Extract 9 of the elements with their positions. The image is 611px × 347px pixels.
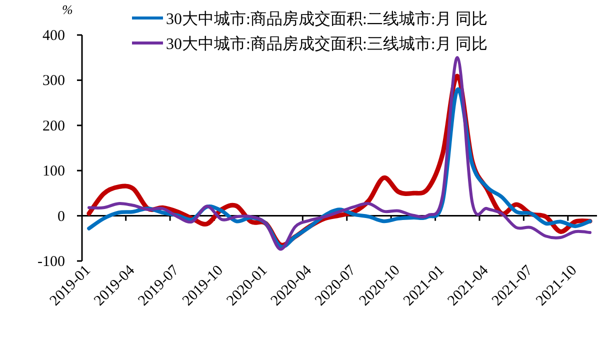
y-tick-label: 200 [42,118,65,134]
y-tick-label: 100 [42,164,65,180]
y-tick-label: -100 [38,254,65,270]
legend-label: 30大中城市:商品房成交面积:二线城市:月 同比 [166,10,488,28]
y-axis-title: % [62,2,73,17]
y-tick-label: 400 [42,28,65,44]
legend-label: 30大中城市:商品房成交面积:三线城市:月 同比 [166,35,488,53]
y-tick-label: 0 [58,208,65,225]
y-tick-label: 300 [42,73,65,90]
